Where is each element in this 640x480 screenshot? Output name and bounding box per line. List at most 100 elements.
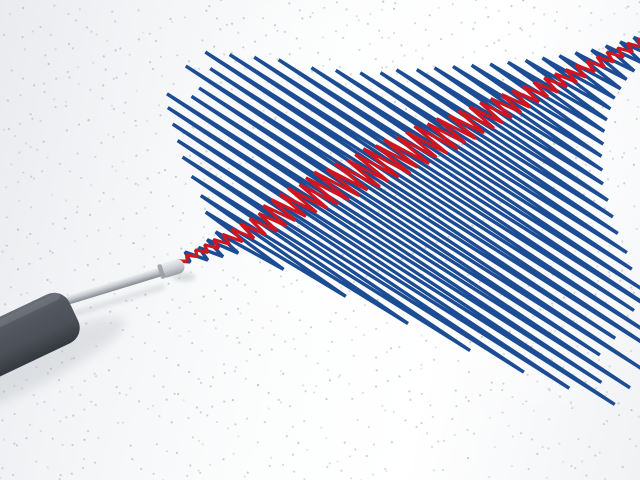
grid-dot [61, 443, 64, 447]
grid-dot [152, 375, 156, 378]
grid-dot [193, 312, 196, 316]
grid-dot [393, 100, 397, 103]
grid-dot [5, 186, 8, 189]
grid-dot [398, 346, 401, 349]
grid-dot [206, 414, 209, 417]
grid-dot [111, 165, 114, 168]
grid-dot [216, 420, 219, 424]
grid-dot [432, 65, 435, 68]
grid-dot [270, 456, 273, 459]
grid-dot [12, 473, 15, 477]
grid-dot [464, 396, 467, 399]
grid-dot [107, 369, 110, 372]
grid-dot [89, 213, 92, 216]
grid-dot [543, 13, 546, 16]
grid-dot [558, 395, 562, 398]
grid-dot [174, 175, 177, 178]
grid-dot [3, 128, 6, 131]
grid-dot [30, 175, 33, 178]
grid-dot [377, 269, 380, 272]
grid-dot [234, 366, 237, 369]
grid-dot [264, 34, 268, 37]
grid-dot [453, 433, 456, 436]
grid-dot [451, 3, 454, 6]
grid-dot [261, 326, 264, 329]
grid-dot [13, 412, 16, 416]
grid-dot [122, 217, 125, 220]
grid-dot [415, 425, 418, 428]
grid-dot [511, 435, 514, 438]
grid-dot [130, 358, 133, 361]
grid-dot [110, 104, 113, 107]
grid-dot [471, 224, 474, 227]
grid-dot [55, 77, 58, 80]
grid-dot [157, 171, 160, 174]
grid-dot [442, 468, 445, 471]
grid-dot [315, 385, 318, 388]
grid-dot [236, 307, 240, 310]
grid-dot [596, 265, 599, 268]
grid-dot [168, 327, 171, 330]
grid-dot [285, 111, 288, 114]
grid-dot [304, 390, 307, 393]
grid-dot [282, 372, 285, 375]
grid-dot [29, 232, 32, 236]
grid-dot [420, 334, 423, 337]
grid-dot [28, 423, 32, 426]
grid-dot [131, 458, 134, 461]
grid-dot [429, 404, 432, 407]
grid-dot [7, 127, 10, 131]
grid-dot [384, 468, 387, 471]
grid-dot [144, 206, 147, 209]
grid-dot [371, 473, 374, 476]
grid-dot [467, 399, 470, 403]
grid-dot [209, 463, 212, 466]
grid-dot [94, 375, 98, 378]
grid-dot [374, 58, 377, 61]
grid-dot [354, 222, 357, 225]
grid-dot [101, 97, 104, 100]
grid-dot [553, 142, 556, 146]
seismograph-pen [0, 259, 185, 432]
grid-dot [385, 469, 388, 473]
grid-dot [70, 386, 73, 389]
grid-dot [10, 163, 13, 166]
grid-dot [603, 207, 606, 210]
grid-dot [89, 88, 92, 91]
grid-dot [469, 341, 472, 344]
grid-dot [478, 281, 481, 284]
grid-dot [375, 369, 378, 372]
grid-dot [578, 29, 581, 32]
pen-arm-rod [66, 267, 163, 304]
grid-dot [223, 53, 226, 56]
grid-dot [18, 122, 22, 125]
grid-dot [131, 335, 134, 338]
grid-dot [345, 8, 348, 11]
grid-dot [511, 396, 514, 399]
grid-dot [574, 466, 577, 470]
grid-dot [142, 248, 145, 251]
grid-dot [202, 236, 205, 239]
grid-dot [70, 472, 73, 475]
grid-dot [342, 36, 345, 40]
grid-dot [584, 380, 587, 383]
grid-dot [75, 19, 78, 22]
grid-dot [102, 84, 105, 87]
grid-dot [414, 115, 417, 118]
grid-dot [237, 31, 240, 34]
grid-dot [195, 406, 198, 409]
grid-dot [1, 419, 4, 422]
grid-dot [112, 77, 115, 80]
grid-dot [39, 429, 42, 432]
grid-dot [77, 83, 81, 86]
grid-dot [425, 339, 428, 342]
grid-dot [79, 393, 82, 396]
grid-dot [627, 5, 630, 8]
grid-dot [608, 244, 611, 248]
grid-dot [288, 2, 291, 5]
grid-dot [159, 114, 162, 117]
grid-dot [135, 212, 138, 215]
grid-dot [447, 235, 450, 238]
grid-dot [102, 191, 105, 195]
